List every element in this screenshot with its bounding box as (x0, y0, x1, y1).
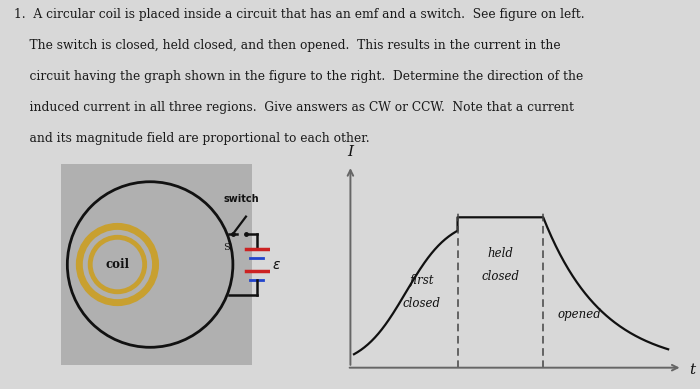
Text: closed: closed (402, 297, 441, 310)
Text: induced current in all three regions.  Give answers as CW or CCW.  Note that a c: induced current in all three regions. Gi… (14, 101, 574, 114)
Text: opened: opened (557, 308, 601, 321)
Text: circuit having the graph shown in the figure to the right.  Determine the direct: circuit having the graph shown in the fi… (14, 70, 583, 83)
Text: S: S (223, 243, 230, 252)
Text: coil: coil (106, 258, 130, 271)
Text: held: held (487, 247, 513, 260)
Text: first: first (410, 274, 434, 287)
Text: 1.  A circular coil is placed inside a circuit that has an emf and a switch.  Se: 1. A circular coil is placed inside a ci… (14, 8, 584, 21)
Text: closed: closed (482, 270, 519, 283)
Text: t: t (690, 363, 696, 377)
Text: I: I (347, 145, 354, 159)
Text: $\varepsilon$: $\varepsilon$ (272, 258, 281, 272)
Text: switch: switch (224, 193, 260, 203)
Bar (61, 164, 253, 365)
Text: The switch is closed, held closed, and then opened.  This results in the current: The switch is closed, held closed, and t… (14, 39, 561, 52)
Text: and its magnitude field are proportional to each other.: and its magnitude field are proportional… (14, 132, 370, 145)
